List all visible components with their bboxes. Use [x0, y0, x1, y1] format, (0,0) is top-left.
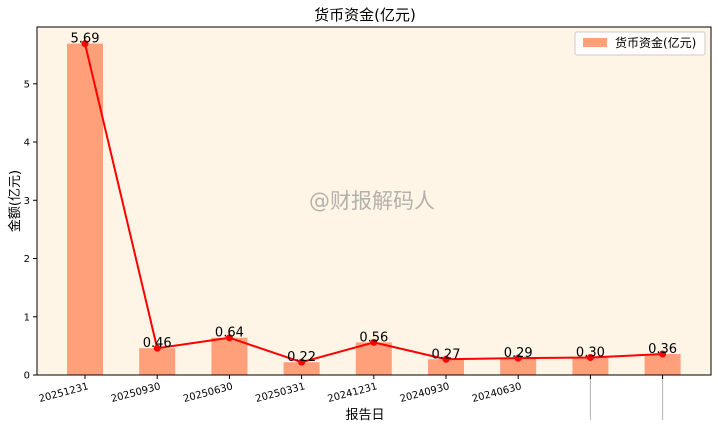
data-label: 0.64 — [215, 326, 244, 341]
line-point — [514, 354, 522, 362]
line-point — [153, 344, 161, 352]
line-point — [370, 338, 378, 346]
y-tick-label: 5 — [24, 79, 30, 90]
legend: 货币资金(亿元) — [574, 31, 706, 56]
x-axis-label: 报告日 — [345, 408, 384, 423]
bar — [139, 348, 176, 375]
bar — [67, 43, 103, 376]
x-tick-label: 20250930 — [110, 381, 162, 405]
data-label: 0.29 — [504, 346, 533, 361]
line-point — [659, 350, 667, 358]
legend-label: 货币资金(亿元) — [615, 35, 696, 50]
legend-frame — [574, 31, 706, 56]
bar — [355, 342, 392, 375]
data-label: 0.36 — [648, 342, 677, 357]
y-axis: 0 1 2 3 4 5 — [24, 79, 37, 382]
x-tick-label: 20240930 — [399, 381, 451, 405]
y-tick-label: 4 — [24, 138, 30, 149]
x-tick-label: 20240630 — [471, 381, 523, 405]
data-labels: 5.69 0.46 0.64 0.22 0.56 0.27 0.29 0.30 0.36 — [71, 32, 678, 366]
bar — [211, 337, 248, 375]
x-tick-label: 20251231 — [38, 381, 90, 405]
line-point — [225, 334, 233, 342]
bar — [500, 358, 537, 375]
data-label: 0.56 — [359, 330, 388, 345]
x-tick-label: 20250331 — [254, 381, 306, 405]
y-tick-label: 1 — [24, 312, 30, 323]
line-point — [442, 355, 450, 363]
x-tick-label: 20250630 — [182, 381, 234, 405]
y-tick-label: 3 — [24, 196, 30, 207]
y-tick-label: 0 — [24, 371, 30, 382]
bar — [572, 357, 609, 375]
bar — [644, 354, 681, 375]
bar-series — [67, 43, 681, 376]
plot-frame — [36, 26, 712, 376]
bar — [428, 359, 464, 375]
watermark: @财报解码人 — [309, 189, 435, 213]
y-axis-label: 金额(亿元) — [7, 170, 23, 232]
chart-title: 货币资金(亿元) — [314, 6, 416, 24]
data-label: 0.27 — [432, 347, 461, 362]
data-label: 5.69 — [71, 32, 100, 47]
data-label: 0.30 — [576, 346, 605, 361]
data-label: 0.22 — [287, 350, 316, 365]
bar — [283, 362, 320, 375]
y-tick-label: 2 — [24, 254, 30, 265]
line-point — [586, 354, 594, 362]
x-tick-label: 20241231 — [327, 381, 379, 405]
data-label: 0.46 — [143, 336, 172, 351]
legend-swatch — [583, 38, 607, 47]
line-point — [298, 358, 306, 366]
line-point — [81, 40, 89, 48]
line-series — [81, 40, 667, 366]
